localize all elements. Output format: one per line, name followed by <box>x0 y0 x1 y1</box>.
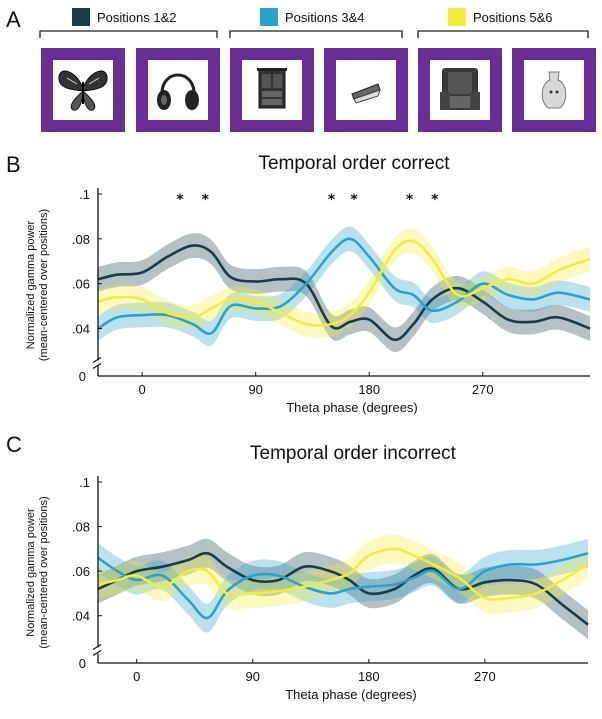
cabinet-icon <box>257 68 287 109</box>
y-axis-label-line-2: (mean-centered over positions) <box>38 496 50 648</box>
headphones-icon <box>157 73 199 110</box>
y-tick-label: .1 <box>79 475 90 490</box>
stimulus-background <box>148 60 208 120</box>
armchair-icon <box>440 68 480 110</box>
y-axis-label-line-2: (mean-centered over positions) <box>38 209 50 361</box>
line-series-2 <box>97 237 591 335</box>
significance-star: * <box>431 192 439 208</box>
x-tick-label: 180 <box>358 382 380 397</box>
x-tick-label: 0 <box>139 382 146 397</box>
significance-star: * <box>406 192 414 208</box>
y-tick-label: .1 <box>79 187 90 202</box>
legend-label-positions-5-6: Positions 5&6 <box>473 10 553 25</box>
stimulus-row <box>41 48 596 132</box>
legend-label-positions-1-2: Positions 1&2 <box>97 10 177 25</box>
x-tick-label: 90 <box>246 669 260 684</box>
error-band-series-1 <box>98 233 590 353</box>
y-tick-label: .04 <box>72 609 90 624</box>
legend-swatch-positions-1-2 <box>72 8 90 26</box>
x-axis-label: Theta phase (degrees) <box>285 687 417 702</box>
y-axis-label-line-1: Normalized gamma power <box>25 220 37 349</box>
panel-letter-a: A <box>6 7 21 32</box>
error-band-series-1 <box>98 538 588 640</box>
error-band-series-2 <box>98 538 588 633</box>
error-band-series-3 <box>98 228 590 338</box>
line-series-1 <box>97 551 589 626</box>
x-tick-label: 270 <box>474 669 496 684</box>
stimulus-image <box>418 48 502 132</box>
x-tick-label: 180 <box>358 669 380 684</box>
line-series-1 <box>97 244 591 342</box>
y-tick-label-zero: 0 <box>79 656 86 671</box>
significance-star: * <box>328 192 336 208</box>
legend-label-positions-3-4: Positions 3&4 <box>285 10 365 25</box>
y-axis-label-line-1: Normalized gamma power <box>25 508 37 637</box>
stimulus-image <box>512 48 596 132</box>
line-series-3 <box>97 239 591 327</box>
legend-bracket-positions-1-2 <box>39 30 218 38</box>
y-tick-label: .08 <box>72 232 90 247</box>
butterfly-icon <box>58 70 108 111</box>
line-series-2 <box>97 552 589 620</box>
y-tick-label: .04 <box>72 322 90 337</box>
vase-icon <box>541 71 567 109</box>
chart-temporal-order-correct: Temporal order correct .04 .06 .08 .1 0 0 90 180… <box>25 153 591 415</box>
axis-break-gap <box>92 360 104 367</box>
error-band-series-2 <box>98 226 590 347</box>
legend-bracket-positions-3-4 <box>229 30 403 38</box>
x-tick-label: 0 <box>133 669 140 684</box>
legend-bracket-positions-5-6 <box>417 30 589 38</box>
y-tick-label: .06 <box>72 564 90 579</box>
stimulus-image <box>230 48 314 132</box>
legend-item-positions-3-4: Positions 3&4 <box>229 8 403 38</box>
legend-swatch-positions-5-6 <box>448 8 466 26</box>
y-tick-label-zero: 0 <box>79 369 86 384</box>
y-tick-label: .08 <box>72 520 90 535</box>
line-series-3 <box>97 547 589 601</box>
x-axis-label: Theta phase (degrees) <box>286 400 418 415</box>
panel-letter-b: B <box>6 152 21 177</box>
y-tick-label: .06 <box>72 277 90 292</box>
panel-letter-c: C <box>6 432 22 457</box>
chart-title: Temporal order correct <box>258 153 450 174</box>
significance-star: * <box>176 192 184 208</box>
axis-break-mark <box>92 643 102 657</box>
significance-star: * <box>202 192 210 208</box>
axis-break-gap <box>92 647 104 654</box>
stimulus-image <box>41 48 125 132</box>
legend: Positions 1&2 Positions 3&4 Positions 5&… <box>39 8 589 38</box>
stimulus-image <box>324 48 408 132</box>
chart-temporal-order-incorrect: Temporal order incorrect .04 .06 .08 .1 0 0 90 1… <box>25 443 589 702</box>
stimulus-image <box>136 48 220 132</box>
x-tick-label: 90 <box>248 382 262 397</box>
significance-star: * <box>350 192 358 208</box>
error-band-series-3 <box>98 534 588 615</box>
x-tick-label: 270 <box>472 382 494 397</box>
axis-break-mark <box>92 356 102 370</box>
legend-item-positions-1-2: Positions 1&2 <box>39 8 218 38</box>
stapler-icon <box>351 83 381 104</box>
legend-swatch-positions-3-4 <box>260 8 278 26</box>
chart-title: Temporal order incorrect <box>250 443 457 464</box>
legend-item-positions-5-6: Positions 5&6 <box>417 8 589 38</box>
